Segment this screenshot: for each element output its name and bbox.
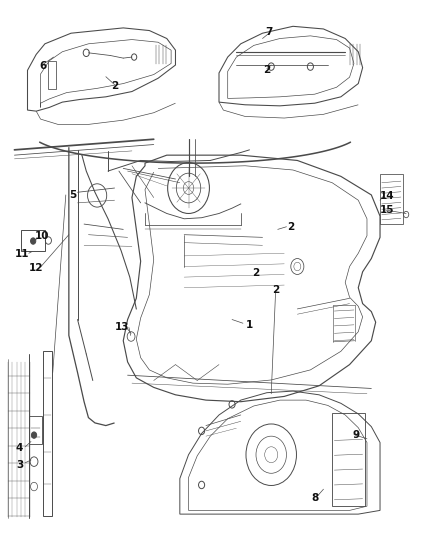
Circle shape xyxy=(31,238,36,244)
Text: 12: 12 xyxy=(29,263,43,273)
Bar xyxy=(48,61,56,89)
Bar xyxy=(380,174,403,224)
Text: 15: 15 xyxy=(380,205,395,215)
Text: 13: 13 xyxy=(115,322,130,333)
Text: 14: 14 xyxy=(380,191,394,201)
Text: 1: 1 xyxy=(246,320,253,330)
Text: 8: 8 xyxy=(311,493,318,503)
Text: 7: 7 xyxy=(265,27,273,37)
Text: 3: 3 xyxy=(16,460,23,470)
Text: 2: 2 xyxy=(111,81,118,91)
Text: 5: 5 xyxy=(70,190,77,200)
Bar xyxy=(21,230,45,251)
Text: 2: 2 xyxy=(287,222,294,232)
Text: 6: 6 xyxy=(39,61,46,71)
Text: 11: 11 xyxy=(14,249,29,260)
Bar xyxy=(332,414,365,506)
Text: 2: 2 xyxy=(252,268,260,278)
Bar xyxy=(29,416,42,444)
Text: 4: 4 xyxy=(16,443,23,453)
Text: 10: 10 xyxy=(35,231,49,241)
Text: 2: 2 xyxy=(272,285,279,295)
Text: 2: 2 xyxy=(263,66,271,75)
Text: 9: 9 xyxy=(353,430,360,440)
Bar xyxy=(43,351,52,516)
Circle shape xyxy=(32,432,37,438)
